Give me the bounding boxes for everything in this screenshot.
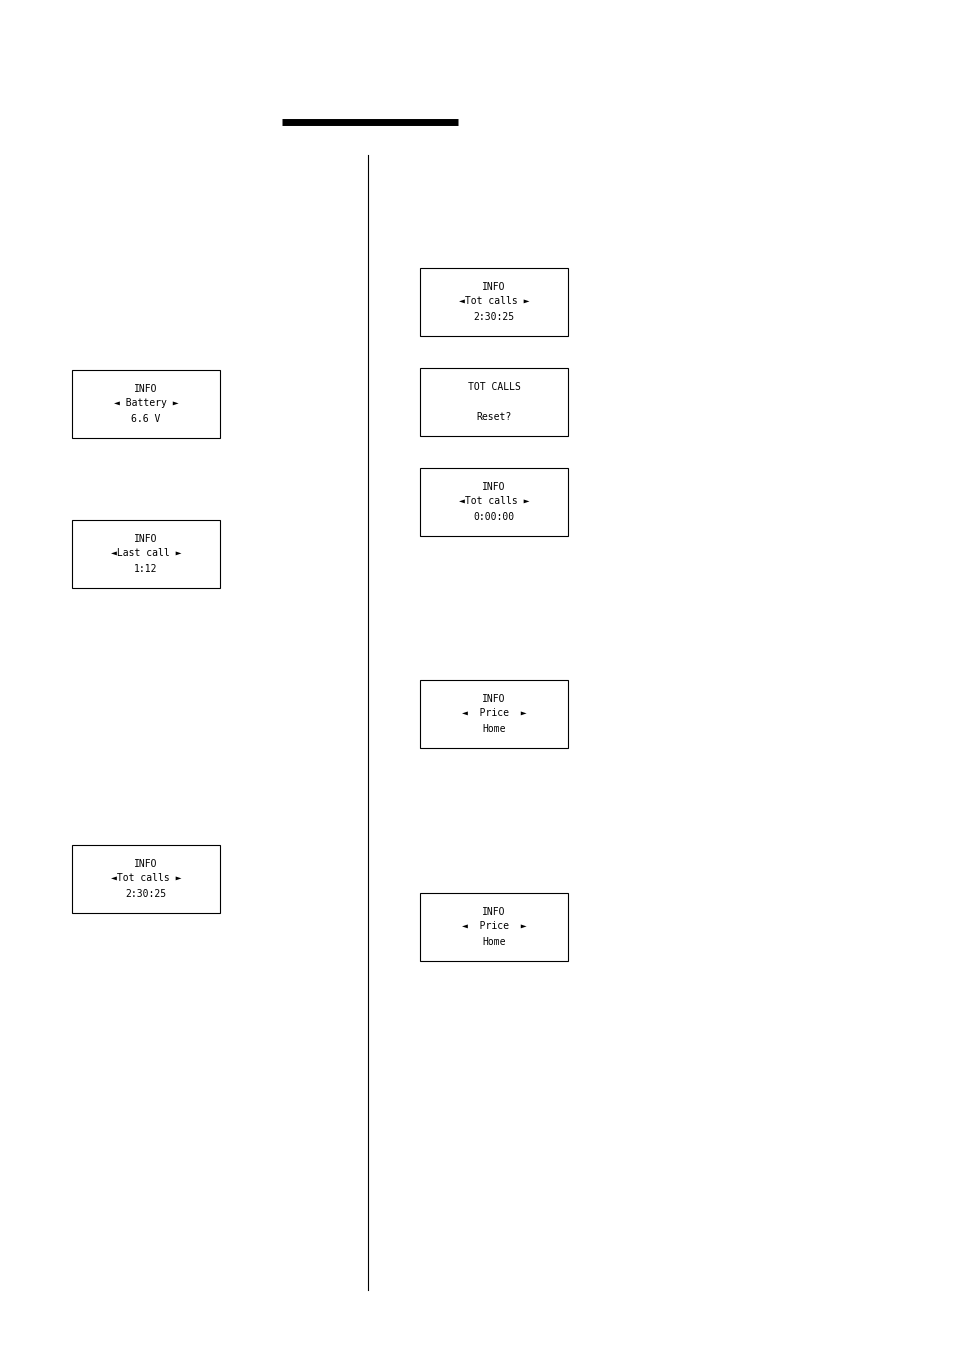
- Text: INFO: INFO: [482, 482, 505, 492]
- Text: 2:30:25: 2:30:25: [125, 889, 167, 898]
- Text: 0:00:00: 0:00:00: [473, 512, 514, 521]
- Text: Reset?: Reset?: [476, 412, 511, 422]
- FancyBboxPatch shape: [419, 893, 567, 961]
- Text: TOT CALLS: TOT CALLS: [467, 382, 520, 392]
- Text: Home: Home: [482, 724, 505, 734]
- Text: INFO: INFO: [134, 534, 157, 544]
- Text: INFO: INFO: [482, 907, 505, 917]
- Text: ◄Last call ►: ◄Last call ►: [111, 547, 181, 558]
- Text: 6.6 V: 6.6 V: [132, 413, 160, 424]
- Text: ◄Tot calls ►: ◄Tot calls ►: [458, 496, 529, 505]
- FancyBboxPatch shape: [419, 367, 567, 436]
- Text: ◄Tot calls ►: ◄Tot calls ►: [111, 873, 181, 882]
- Text: ◄  Price  ►: ◄ Price ►: [461, 920, 526, 931]
- FancyBboxPatch shape: [419, 267, 567, 336]
- Text: INFO: INFO: [482, 282, 505, 292]
- FancyBboxPatch shape: [71, 520, 220, 588]
- FancyBboxPatch shape: [71, 370, 220, 438]
- Text: INFO: INFO: [134, 384, 157, 394]
- Text: ◄Tot calls ►: ◄Tot calls ►: [458, 296, 529, 305]
- FancyBboxPatch shape: [419, 467, 567, 536]
- Text: INFO: INFO: [482, 694, 505, 704]
- Text: INFO: INFO: [134, 859, 157, 869]
- Text: Home: Home: [482, 938, 505, 947]
- Text: 1:12: 1:12: [134, 563, 157, 574]
- Text: ◄ Battery ►: ◄ Battery ►: [113, 397, 178, 408]
- FancyBboxPatch shape: [419, 680, 567, 748]
- FancyBboxPatch shape: [71, 844, 220, 913]
- Text: ◄  Price  ►: ◄ Price ►: [461, 708, 526, 717]
- Text: 2:30:25: 2:30:25: [473, 312, 514, 322]
